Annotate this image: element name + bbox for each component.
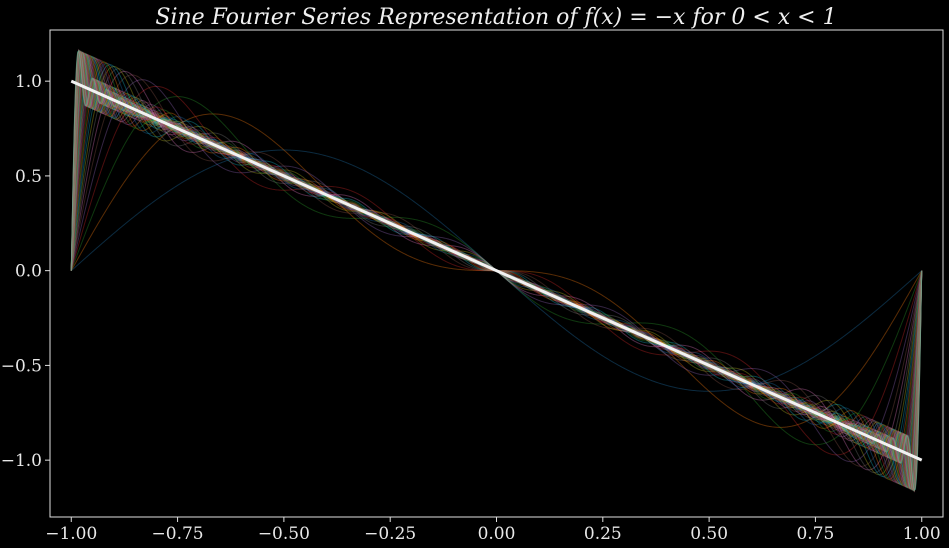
- target-layer: [70, 79, 923, 462]
- x-tick-label: −0.50: [258, 524, 310, 544]
- x-axis: −1.00 −0.75 −0.50 −0.25 0.00 0.25 0.50 0.75 1.00: [45, 517, 941, 544]
- y-tick-label: −0.5: [1, 356, 42, 376]
- y-tick-label: 0.0: [15, 262, 42, 282]
- x-tick-label: −0.75: [152, 524, 204, 544]
- x-tick-label: 1.00: [903, 524, 941, 544]
- y-tick-label: 1.0: [15, 72, 42, 92]
- x-tick-label: −0.25: [364, 524, 416, 544]
- chart-title: Sine Fourier Series Representation of f(…: [155, 5, 836, 30]
- y-tick-label: −1.0: [1, 451, 42, 471]
- x-tick-label: 0.50: [690, 524, 728, 544]
- target-function-line: [70, 79, 923, 462]
- x-tick-label: 0.75: [796, 524, 834, 544]
- x-tick-label: −1.00: [45, 524, 97, 544]
- y-tick-label: 0.5: [15, 167, 42, 187]
- x-tick-label: 0.00: [478, 524, 516, 544]
- y-axis: −1.0 −0.5 0.0 0.5 1.0: [1, 72, 50, 471]
- plot-area: [70, 48, 923, 493]
- x-tick-label: 0.25: [584, 524, 622, 544]
